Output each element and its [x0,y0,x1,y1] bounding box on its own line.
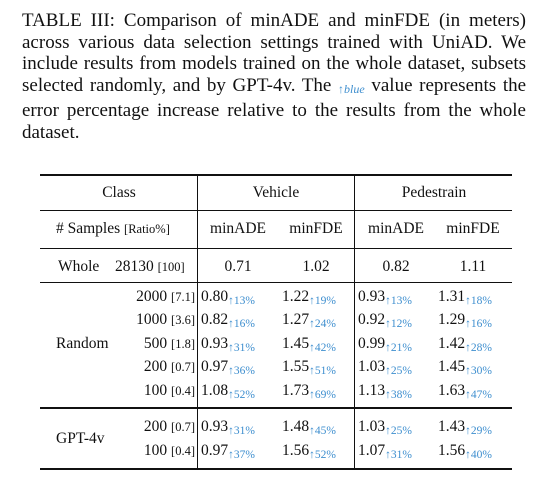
whole-pedestrian-minfde: 1.11 [459,258,487,275]
random-label: Random [56,335,109,352]
random-pedestrian-minfde: 1.63↑47% [438,382,492,401]
random-samples: 200 [0.7] [143,358,195,375]
whole-label: Whole [58,258,100,275]
whole-vehicle-minade: 0.71 [224,258,252,275]
header-pedestrian: Pedestrain [401,184,467,201]
random-samples: 100 [0.4] [143,382,195,399]
gpt-vehicle-minade: 0.97↑37% [201,442,255,461]
gpt-samples: 200 [0.7] [143,418,195,435]
gpt-pedestrian-minfde: 1.43↑29% [438,418,492,437]
vline-vehicle [354,174,355,407]
random-vehicle-minfde: 1.73↑69% [282,382,336,401]
random-vehicle-minade: 0.82↑16% [201,311,255,330]
random-samples: 1000 [3.6] [136,311,195,328]
gpt-label: GPT-4v [56,430,105,447]
random-vehicle-minfde: 1.22↑19% [282,288,336,307]
gpt-pedestrian-minade: 1.03↑25% [358,418,412,437]
random-vehicle-minade: 1.08↑52% [201,382,255,401]
vline-class [197,174,198,407]
random-vehicle-minade: 0.97↑36% [201,358,255,377]
header-rule [40,210,512,211]
vline-class-gpt [197,409,198,468]
random-vehicle-minade: 0.80↑13% [201,288,255,307]
header-vehicle-minade: minADE [210,220,266,237]
gpt-pedestrian-minade: 1.07↑31% [358,442,412,461]
random-pedestrian-minade: 0.92↑12% [358,311,412,330]
gpt-vehicle-minade: 0.93↑31% [201,418,255,437]
random-vehicle-minfde: 1.45↑42% [282,335,336,354]
subheader-rule [40,248,512,249]
caption-text-end: value represents the error percentage in… [22,74,527,143]
random-pedestrian-minfde: 1.29↑16% [438,311,492,330]
whole-vehicle-minfde: 1.02 [302,258,330,275]
gpt-vehicle-minfde: 1.56↑52% [282,442,336,461]
whole-pedestrian-minade: 0.82 [382,258,410,275]
caption-label: TABLE III: [22,10,115,31]
header-class: Class [102,184,136,201]
results-table: Class Vehicle Pedestrain # Samples [Rati… [40,174,512,470]
random-vehicle-minfde: 1.55↑51% [282,358,336,377]
random-vehicle-minade: 0.93↑31% [201,335,255,354]
random-samples: 500 [1.8] [143,335,195,352]
caption-increase-marker: ↑blue [338,81,365,96]
header-pedestrian-minfde: minFDE [446,220,500,237]
bottom-rule [40,468,512,470]
random-pedestrian-minade: 0.93↑13% [358,288,412,307]
header-samples: # Samples [Ratio%] [56,220,170,237]
vline-vehicle-gpt [354,409,355,468]
random-pedestrian-minade: 0.99↑21% [358,335,412,354]
header-pedestrian-minade: minADE [368,220,424,237]
top-rule [40,174,512,176]
random-pedestrian-minade: 1.13↑38% [358,382,412,401]
table-caption: TABLE III: Comparison of minADE and minF… [22,10,526,144]
caption-text: Comparison of minADE and minFDE (in mete… [22,10,527,96]
random-pedestrian-minade: 1.03↑25% [358,358,412,377]
random-pedestrian-minfde: 1.42↑28% [438,335,492,354]
gpt-vehicle-minfde: 1.48↑45% [282,418,336,437]
gpt-samples: 100 [0.4] [143,442,195,459]
random-vehicle-minfde: 1.27↑24% [282,311,336,330]
random-pedestrian-minfde: 1.31↑18% [438,288,492,307]
header-vehicle: Vehicle [252,184,300,201]
random-rule [40,407,512,409]
whole-rule [40,282,512,283]
whole-samples: 28130 [100] [115,258,185,275]
random-pedestrian-minfde: 1.45↑30% [438,358,492,377]
gpt-pedestrian-minfde: 1.56↑40% [438,442,492,461]
random-samples: 2000 [7.1] [136,288,195,305]
header-vehicle-minfde: minFDE [289,220,343,237]
